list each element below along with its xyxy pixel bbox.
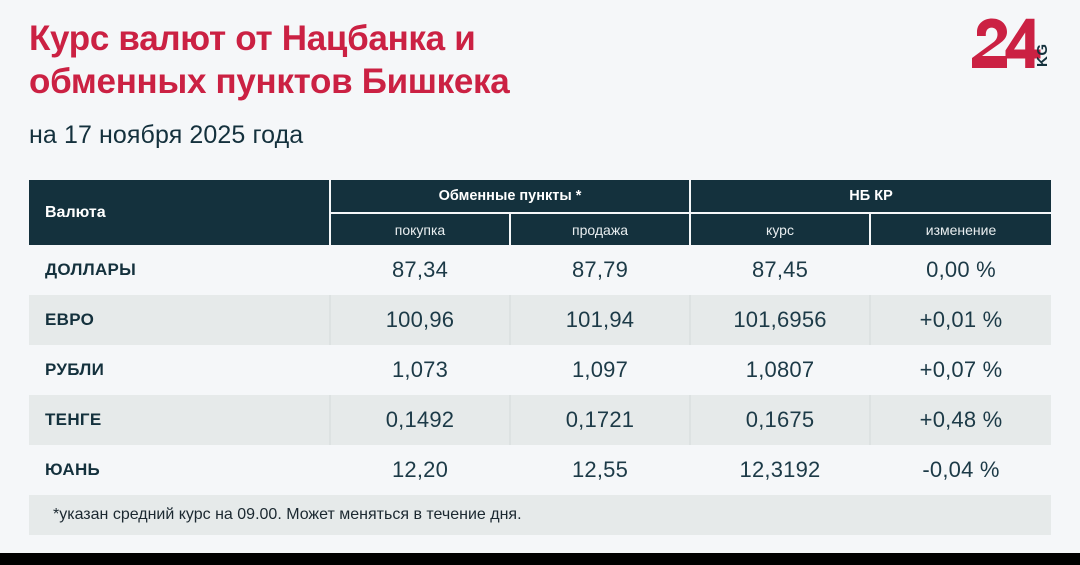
table-head: Валюта Обменные пункты * НБ КР покупка п… bbox=[29, 180, 1052, 245]
table-row: ДОЛЛАРЫ 87,34 87,79 87,45 0,00 % bbox=[29, 245, 1052, 295]
header-block: Курс валют от Нацбанка и обменных пункто… bbox=[29, 18, 729, 150]
column-header-change: изменение bbox=[870, 212, 1052, 245]
cell-buy: 100,96 bbox=[330, 295, 511, 345]
cell-rate: 0,1675 bbox=[690, 395, 872, 445]
cell-rate: 12,3192 bbox=[690, 445, 872, 495]
cell-buy: 87,34 bbox=[330, 245, 511, 295]
cell-buy: 12,20 bbox=[330, 445, 511, 495]
rates-table-wrapper: Валюта Обменные пункты * НБ КР покупка п… bbox=[29, 180, 1052, 535]
cell-sell: 101,94 bbox=[510, 295, 692, 345]
cell-rate: 1,0807 bbox=[690, 345, 872, 395]
cell-currency-name: ЮАНЬ bbox=[29, 445, 331, 495]
table-footnote: *указан средний курс на 09.00. Может мен… bbox=[29, 495, 1051, 535]
cell-change: -0,04 % bbox=[870, 445, 1052, 495]
cell-sell: 1,097 bbox=[510, 345, 692, 395]
24kg-logo: KG bbox=[969, 18, 1055, 70]
cell-change: +0,01 % bbox=[870, 295, 1052, 345]
cell-buy: 0,1492 bbox=[330, 395, 511, 445]
cell-currency-name: ЕВРО bbox=[29, 295, 331, 345]
group-header-exchange-points: Обменные пункты * bbox=[330, 180, 692, 213]
table-body: ДОЛЛАРЫ 87,34 87,79 87,45 0,00 % ЕВРО 10… bbox=[29, 245, 1052, 495]
cell-currency-name: РУБЛИ bbox=[29, 345, 331, 395]
table-row: ЮАНЬ 12,20 12,55 12,3192 -0,04 % bbox=[29, 445, 1052, 495]
page-subtitle: на 17 ноября 2025 года bbox=[29, 121, 304, 150]
group-header-national-bank: НБ КР bbox=[690, 180, 1052, 213]
cell-change: +0,48 % bbox=[870, 395, 1052, 445]
cell-currency-name: ДОЛЛАРЫ bbox=[29, 245, 331, 295]
cell-change: 0,00 % bbox=[870, 245, 1052, 295]
cell-buy: 1,073 bbox=[330, 345, 511, 395]
column-header-sell: продажа bbox=[510, 212, 692, 245]
table-row: ТЕНГЕ 0,1492 0,1721 0,1675 +0,48 % bbox=[29, 395, 1052, 445]
bottom-bar bbox=[0, 553, 1080, 565]
svg-text:KG: KG bbox=[1034, 44, 1051, 68]
column-header-rate: курс bbox=[690, 212, 872, 245]
cell-rate: 87,45 bbox=[690, 245, 872, 295]
cell-sell: 87,79 bbox=[510, 245, 692, 295]
cell-sell: 0,1721 bbox=[510, 395, 692, 445]
page-title: Курс валют от Нацбанка и обменных пункто… bbox=[29, 19, 510, 101]
table-sub-header-row: покупка продажа курс изменение bbox=[29, 212, 1052, 245]
table-row: РУБЛИ 1,073 1,097 1,0807 +0,07 % bbox=[29, 345, 1052, 395]
currency-rates-table: Валюта Обменные пункты * НБ КР покупка п… bbox=[29, 180, 1052, 495]
cell-currency-name: ТЕНГЕ bbox=[29, 395, 331, 445]
table-row: ЕВРО 100,96 101,94 101,6956 +0,01 % bbox=[29, 295, 1052, 345]
logo-suffix-kg: KG bbox=[1034, 44, 1051, 68]
column-header-buy: покупка bbox=[330, 212, 511, 245]
column-header-currency: Валюта bbox=[29, 180, 331, 245]
cell-sell: 12,55 bbox=[510, 445, 692, 495]
cell-change: +0,07 % bbox=[870, 345, 1052, 395]
logo-number-24 bbox=[972, 18, 1041, 68]
cell-rate: 101,6956 bbox=[690, 295, 872, 345]
table-group-header-row: Валюта Обменные пункты * НБ КР bbox=[29, 180, 1052, 245]
